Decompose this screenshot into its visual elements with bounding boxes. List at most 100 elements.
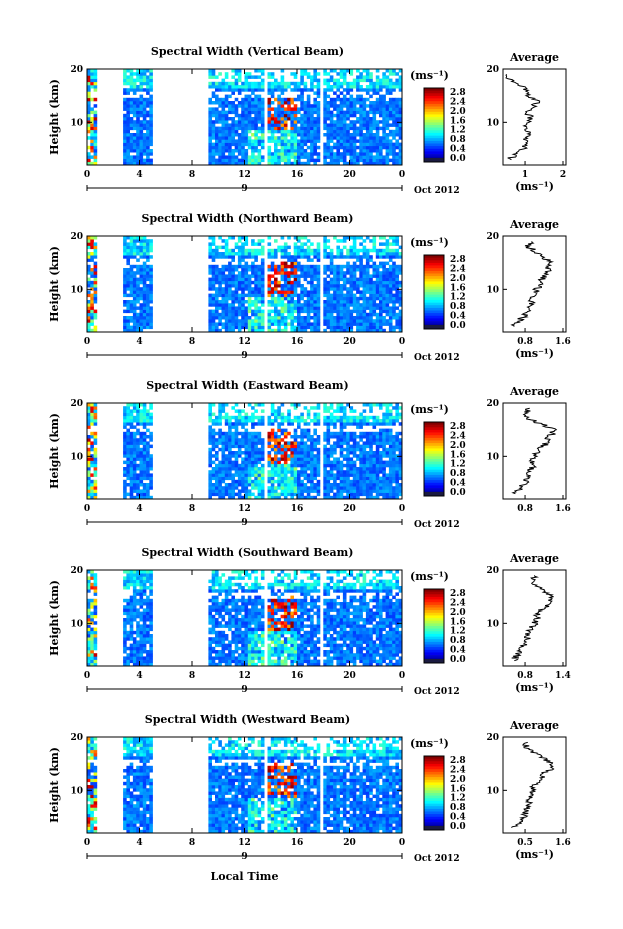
- average-ytick-label: 10: [486, 452, 499, 462]
- panel-title: Spectral Width (Vertical Beam): [151, 45, 344, 58]
- colorbar-segment: [424, 310, 444, 314]
- colorbar-segment: [424, 437, 444, 441]
- colorbar-segment: [424, 628, 444, 632]
- colorbar-tick: 0.4: [450, 312, 466, 322]
- colorbar-tick: 0.4: [450, 646, 466, 656]
- average-xlabel: (ms⁻¹): [515, 848, 554, 861]
- colorbar-tick: 1.2: [450, 293, 466, 303]
- date-marker: 9: [241, 184, 247, 194]
- colorbar-segment: [424, 88, 444, 91]
- colorbar-segment: [424, 647, 444, 651]
- panel-title: Spectral Width (Southward Beam): [141, 546, 353, 559]
- xtick-label: 4: [136, 838, 142, 848]
- colorbar-segment: [424, 474, 444, 478]
- xtick-label: 8: [189, 170, 195, 180]
- average-profile-line: [505, 73, 541, 161]
- average-xlabel: (ms⁻¹): [515, 180, 554, 193]
- ytick-label: 20: [70, 399, 83, 409]
- average-ytick-label: 20: [486, 566, 499, 576]
- ytick-label: 10: [70, 285, 83, 295]
- colorbar-segment: [424, 766, 444, 770]
- colorbar-segment: [424, 255, 444, 258]
- ytick-label: 10: [70, 619, 83, 629]
- xtick-label: 4: [136, 671, 142, 681]
- colorbar-segment: [424, 477, 444, 481]
- date-marker: 9: [241, 518, 247, 528]
- colorbar-segment: [424, 623, 444, 627]
- heatmap-cells: [87, 570, 403, 667]
- average-xtick-label: 1.6: [555, 504, 571, 514]
- xtick-label: 4: [136, 337, 142, 347]
- colorbar-tick: 2.0: [450, 441, 466, 451]
- colorbar-segment: [424, 803, 444, 807]
- xtick-label: 12: [238, 170, 251, 180]
- ytick-label: 20: [70, 232, 83, 242]
- colorbar-tick: 2.8: [450, 255, 466, 265]
- colorbar-tick: 0.8: [450, 803, 466, 813]
- average-xtick-label: 0.8: [517, 671, 533, 681]
- colorbar-segment: [424, 294, 444, 298]
- xtick-label: 20: [343, 170, 356, 180]
- average-frame: [502, 68, 567, 166]
- colorbar-unit: (ms⁻¹): [410, 236, 449, 249]
- ylabel: Height (km): [48, 580, 61, 656]
- average-ytick-label: 20: [486, 733, 499, 743]
- average-xlabel: (ms⁻¹): [515, 681, 554, 694]
- xtick-label: 8: [189, 337, 195, 347]
- colorbar-tick: 0.8: [450, 636, 466, 646]
- xtick-label: 16: [291, 671, 304, 681]
- date-marker: 9: [241, 351, 247, 361]
- xtick-label: 12: [238, 504, 251, 514]
- ytick-label: 20: [70, 733, 83, 743]
- colorbar-zero: [424, 492, 444, 496]
- colorbar-segment: [424, 127, 444, 131]
- colorbar-segment: [424, 461, 444, 465]
- xtick-label: 8: [189, 671, 195, 681]
- colorbar-frame: [423, 421, 445, 497]
- average-xtick-label: 1.4: [555, 671, 571, 681]
- average-ytick-label: 10: [486, 619, 499, 629]
- colorbar-segment: [424, 109, 444, 113]
- colorbar-segment: [424, 774, 444, 778]
- colorbar-segment: [424, 257, 444, 261]
- colorbar-segment: [424, 480, 444, 484]
- average-xtick-label: 0.8: [517, 504, 533, 514]
- ytick-label: 10: [70, 786, 83, 796]
- colorbar-segment: [424, 135, 444, 139]
- xtick-label: 8: [189, 838, 195, 848]
- colorbar-tick: 2.4: [450, 598, 466, 608]
- colorbar-tick: 2.0: [450, 608, 466, 618]
- colorbar-tick: 2.4: [450, 264, 466, 274]
- colorbar-segment: [424, 111, 444, 115]
- date-label: Oct 2012: [414, 520, 460, 530]
- colorbar-segment: [424, 787, 444, 791]
- panel-4: Spectral Width (Southward Beam) 20 10 Heigh…: [48, 546, 571, 697]
- colorbar-segment: [424, 443, 444, 447]
- xtick-label: 16: [291, 504, 304, 514]
- average-title: Average: [509, 218, 559, 231]
- colorbar-segment: [424, 435, 444, 439]
- xtick-label: 4: [136, 504, 142, 514]
- colorbar-segment: [424, 604, 444, 608]
- colorbar-segment: [424, 777, 444, 781]
- colorbar-segment: [424, 636, 444, 640]
- average-xlabel: (ms⁻¹): [515, 347, 554, 360]
- colorbar-segment: [424, 130, 444, 134]
- average-ytick-label: 20: [486, 232, 499, 242]
- colorbar-segment: [424, 610, 444, 614]
- ylabel: Height (km): [48, 747, 61, 823]
- colorbar-tick: 0.0: [450, 488, 466, 498]
- colorbar-segment: [424, 779, 444, 783]
- colorbar-segment: [424, 451, 444, 455]
- xtick-label: 20: [343, 671, 356, 681]
- colorbar-segment: [424, 286, 444, 290]
- colorbar-segment: [424, 140, 444, 144]
- colorbar-segment: [424, 132, 444, 136]
- colorbar-segment: [424, 90, 444, 94]
- xtick-label: 8: [189, 504, 195, 514]
- colorbar-segment: [424, 278, 444, 282]
- colorbar-segment: [424, 122, 444, 126]
- ylabel: Height (km): [48, 79, 61, 155]
- colorbar-segment: [424, 297, 444, 301]
